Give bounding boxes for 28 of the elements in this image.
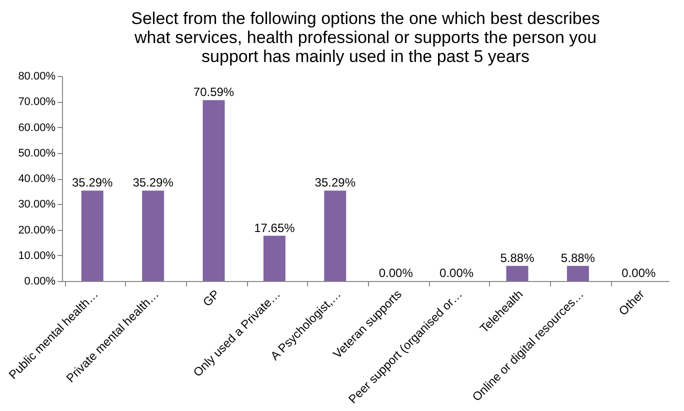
bar — [263, 236, 286, 281]
data-label: 17.65% — [254, 220, 296, 235]
bar — [81, 190, 104, 281]
bar — [506, 266, 528, 281]
y-tick-label: 10.00% — [18, 250, 56, 262]
y-tick-label: 40.00% — [18, 173, 56, 185]
y-tick-label: 30.00% — [18, 198, 56, 211]
chart-title: Select from the following options the one which best describes what services, health professional or supports the person you support has mainly used in the past 5 years — [131, 9, 600, 66]
bar — [202, 100, 225, 281]
data-label: 35.29% — [72, 176, 114, 190]
data-label: 70.59% — [193, 85, 234, 100]
data-label: 0.00% — [440, 266, 474, 280]
y-tick-label: 50.00% — [18, 147, 56, 160]
data-label: 0.00% — [622, 266, 656, 280]
bar — [142, 190, 164, 281]
data-label: 5.88% — [500, 250, 535, 265]
y-tick-label: 60.00% — [18, 122, 56, 134]
y-tick-label: 80.00% — [18, 70, 56, 82]
bar — [566, 266, 589, 281]
y-tick-label: 0.00% — [24, 276, 56, 288]
bar — [324, 190, 346, 281]
data-label: 5.88% — [560, 250, 596, 265]
x-tick-label: GP — [200, 287, 222, 310]
data-label: 35.29% — [314, 176, 356, 190]
data-label: 35.29% — [132, 176, 174, 190]
y-tick-label: 20.00% — [18, 224, 56, 236]
data-label: 0.00% — [378, 266, 414, 280]
y-tick-label: 70.00% — [18, 96, 56, 108]
